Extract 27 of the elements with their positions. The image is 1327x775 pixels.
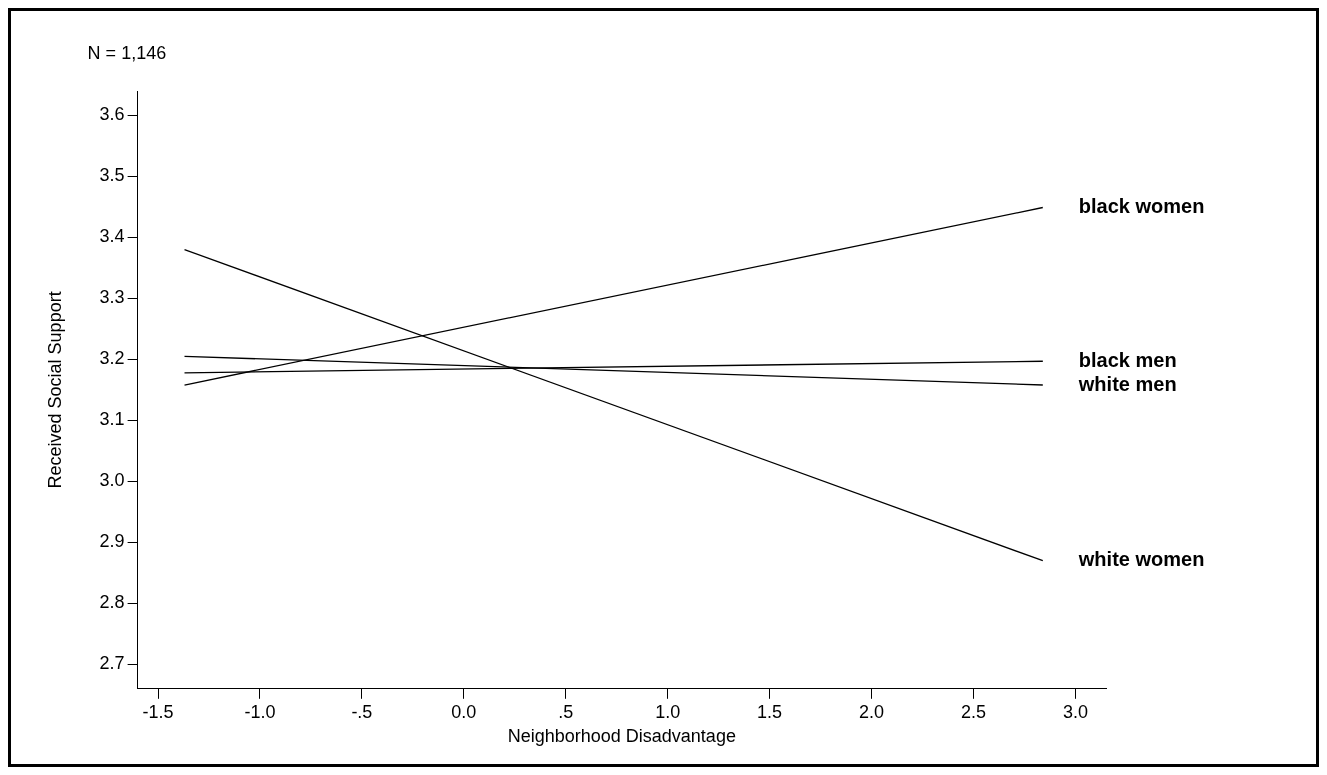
- y-axis-title: Received Social Support: [44, 291, 65, 489]
- y-tick-label: 3.0: [99, 470, 125, 491]
- x-tick-label: -.5: [351, 701, 373, 722]
- x-tick-label: 1.0: [655, 701, 681, 722]
- y-tick-label: 3.6: [99, 104, 125, 125]
- series-label: black men: [1078, 348, 1177, 371]
- x-tick-label: 0.0: [451, 701, 477, 722]
- y-tick-label: 3.2: [99, 348, 125, 369]
- y-tick-label: 3.1: [99, 409, 125, 430]
- series-label: white men: [1077, 372, 1177, 395]
- x-axis-title: Neighborhood Disadvantage: [507, 726, 736, 747]
- x-tick-label: .5: [558, 701, 574, 722]
- y-tick-label: 2.8: [99, 592, 125, 613]
- y-tick-label: 3.4: [99, 226, 125, 247]
- x-tick-label: 2.5: [960, 701, 986, 722]
- y-tick-label: 3.5: [99, 165, 125, 186]
- x-tick-label: 3.0: [1062, 701, 1088, 722]
- x-tick-label: -1.0: [244, 701, 276, 722]
- y-tick-label: 3.3: [99, 287, 125, 308]
- x-tick-label: 1.5: [757, 701, 783, 722]
- text: N = 1,146: [87, 42, 167, 63]
- x-tick-label: 2.0: [859, 701, 885, 722]
- series-label: black women: [1078, 195, 1205, 218]
- y-tick-label: 2.7: [99, 653, 125, 674]
- x-tick-label: -1.5: [142, 701, 174, 722]
- series-label: white women: [1077, 548, 1205, 571]
- y-tick-label: 2.9: [99, 531, 125, 552]
